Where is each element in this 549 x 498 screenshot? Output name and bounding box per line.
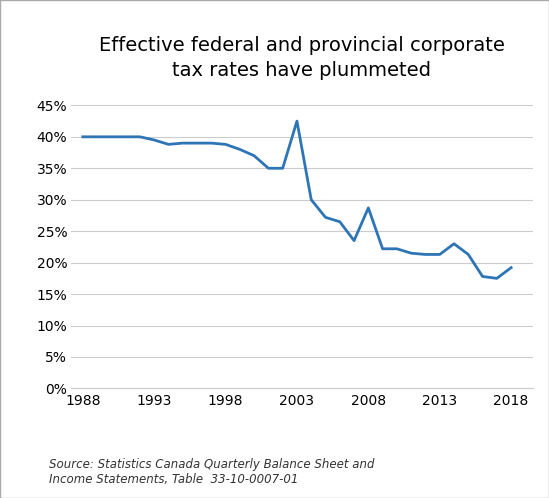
Text: Source: Statistics Canada Quarterly Balance Sheet and
Income Statements, Table  : Source: Statistics Canada Quarterly Bala… [49,458,375,486]
Title: Effective federal and provincial corporate
tax rates have plummeted: Effective federal and provincial corpora… [99,36,505,80]
